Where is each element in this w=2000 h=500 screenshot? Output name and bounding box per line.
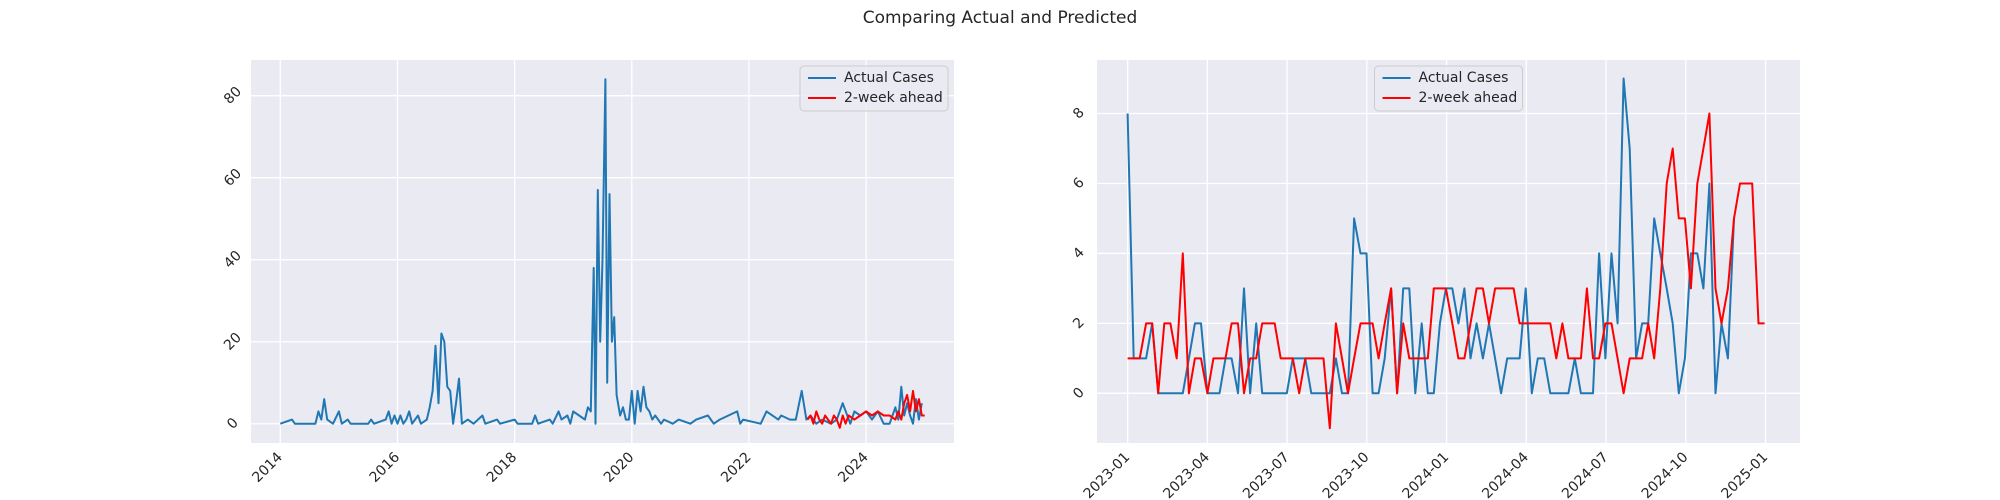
- legend-label: 2-week ahead: [844, 90, 943, 106]
- y-tick-label: 6: [1070, 175, 1088, 193]
- y-tick-label: 4: [1070, 245, 1088, 263]
- x-tick-label: 2014: [249, 449, 286, 486]
- x-tick-label: 2025-01: [1719, 449, 1772, 500]
- x-tick-label: 2022: [718, 449, 755, 486]
- legend-box: [799, 65, 949, 112]
- x-tick-label: 2023-07: [1240, 449, 1293, 500]
- x-tick-label: 2018: [484, 449, 521, 486]
- y-tick-label: 2: [1070, 315, 1088, 333]
- legend-label: Actual Cases: [1419, 70, 1509, 86]
- data-line: [1127, 112, 1765, 430]
- data-line: [1126, 77, 1735, 395]
- x-tick-label: 2024-01: [1400, 449, 1453, 500]
- x-tick-label: 2023-01: [1081, 449, 1134, 500]
- y-tick-label: 80: [221, 84, 245, 108]
- x-tick-label: 2024-10: [1639, 449, 1692, 500]
- x-tick-label: 2024: [835, 449, 872, 486]
- x-tick-label: 2024-04: [1479, 449, 1532, 500]
- y-tick-label: 40: [221, 248, 245, 272]
- y-tick-label: 20: [221, 330, 245, 354]
- x-tick-label: 2023-10: [1320, 449, 1373, 500]
- legend-box: [1374, 65, 1523, 112]
- legend-label: Actual Cases: [844, 70, 934, 86]
- x-tick-label: 2020: [601, 449, 638, 486]
- y-tick-label: 0: [224, 415, 242, 433]
- data-line: [806, 389, 925, 429]
- x-tick-label: 2016: [367, 449, 404, 486]
- x-tick-label: 2024-07: [1559, 449, 1612, 500]
- figure-title: Comparing Actual and Predicted: [863, 8, 1138, 28]
- data-line: [279, 78, 923, 425]
- plot-area: [1097, 60, 1800, 443]
- y-tick-label: 60: [221, 166, 245, 190]
- y-tick-label: 8: [1070, 105, 1088, 123]
- legend-label: 2-week ahead: [1419, 90, 1518, 106]
- x-tick-label: 2023-04: [1160, 449, 1213, 500]
- y-tick-label: 0: [1070, 385, 1088, 403]
